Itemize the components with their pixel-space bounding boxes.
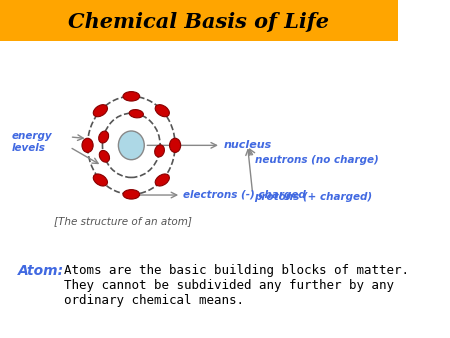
Text: Atom:: Atom:: [18, 264, 64, 277]
FancyBboxPatch shape: [0, 0, 398, 41]
Text: electrons (-) charged: electrons (-) charged: [183, 190, 306, 200]
Ellipse shape: [155, 105, 169, 117]
Ellipse shape: [123, 190, 140, 199]
Ellipse shape: [82, 138, 93, 152]
Ellipse shape: [99, 150, 109, 162]
Ellipse shape: [155, 174, 169, 186]
Text: Atoms are the basic building blocks of matter.
They cannot be subdivided any fur: Atoms are the basic building blocks of m…: [63, 264, 409, 307]
Ellipse shape: [93, 174, 108, 186]
Ellipse shape: [123, 92, 140, 101]
Ellipse shape: [99, 131, 108, 143]
Ellipse shape: [170, 138, 180, 152]
Text: Chemical Basis of Life: Chemical Basis of Life: [68, 12, 329, 32]
Text: energy
levels: energy levels: [12, 131, 53, 153]
Ellipse shape: [155, 145, 164, 157]
Ellipse shape: [129, 110, 144, 118]
Ellipse shape: [93, 105, 108, 117]
Text: protons (+ charged): protons (+ charged): [254, 192, 372, 202]
Text: nucleus: nucleus: [224, 140, 272, 150]
Ellipse shape: [118, 131, 144, 160]
Text: neutrons (no charge): neutrons (no charge): [255, 154, 379, 165]
Text: [The structure of an atom]: [The structure of an atom]: [54, 216, 192, 226]
